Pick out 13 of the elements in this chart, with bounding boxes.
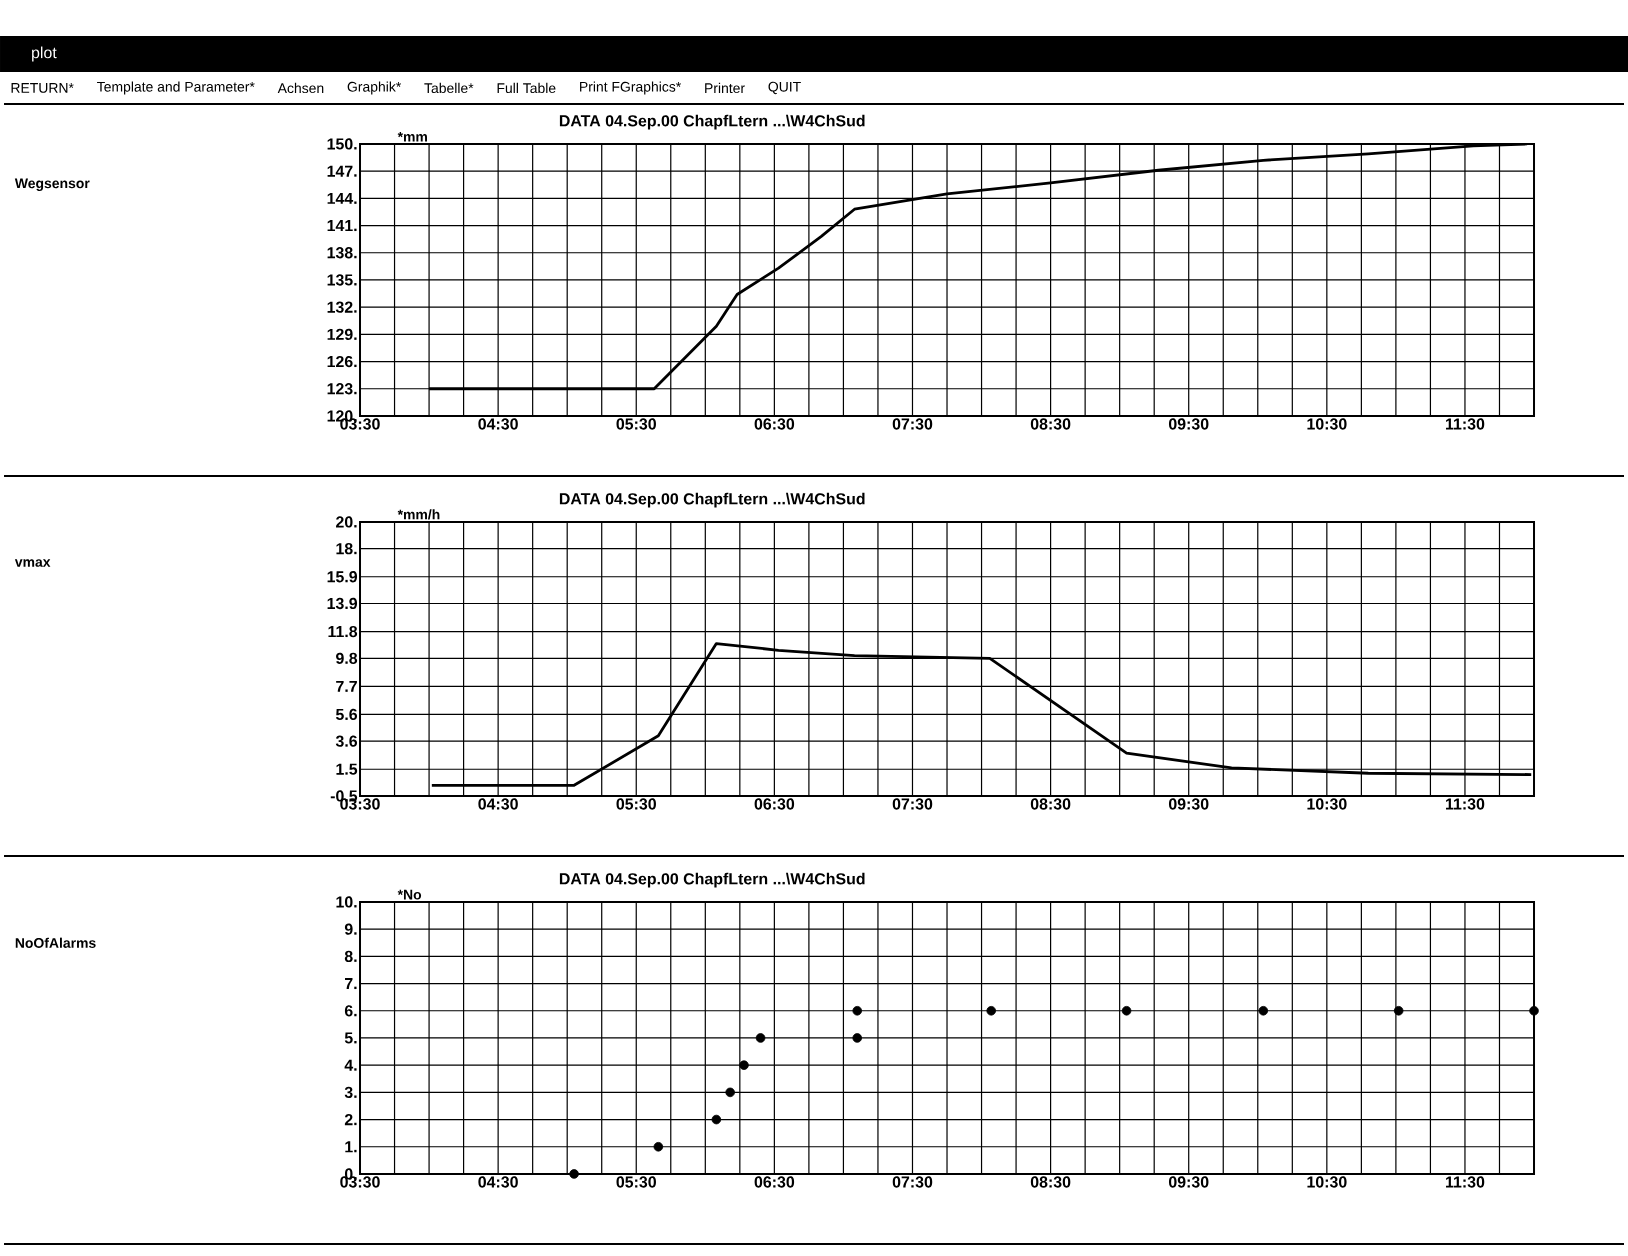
point [1258, 1005, 1269, 1016]
point [1121, 1005, 1132, 1016]
point [1393, 1005, 1404, 1016]
point [852, 1033, 863, 1043]
point [755, 1033, 766, 1043]
point [653, 1141, 664, 1152]
point [569, 1169, 579, 1179]
point [725, 1087, 735, 1098]
point [739, 1060, 749, 1070]
point [852, 1005, 863, 1016]
point [1529, 1005, 1539, 1016]
point [711, 1114, 722, 1125]
point [986, 1005, 996, 1016]
